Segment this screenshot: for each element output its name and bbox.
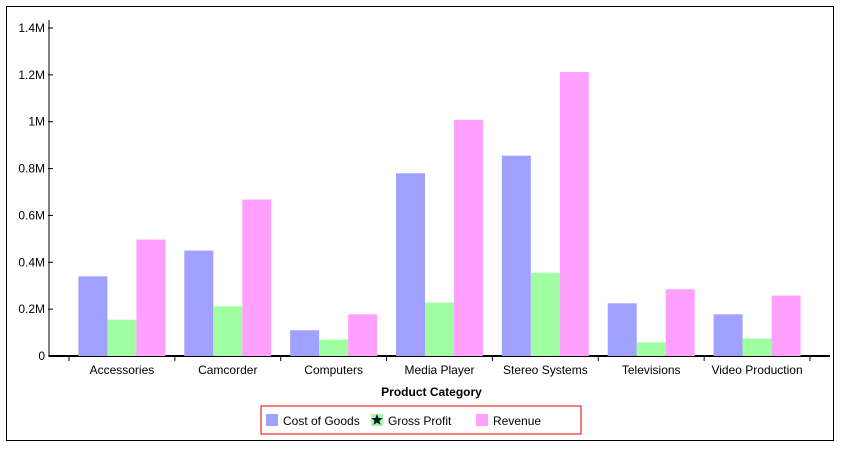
- bar: [78, 276, 108, 356]
- bars-group: [78, 72, 801, 356]
- y-tick-label: 1.2M: [18, 68, 45, 82]
- y-tick-label: 0.4M: [18, 255, 45, 269]
- bar: [107, 319, 137, 356]
- bar: [530, 272, 560, 356]
- y-tick-label: 0.2M: [18, 302, 45, 316]
- chart-frame: [6, 6, 834, 441]
- legend-label: Gross Profit: [388, 414, 452, 428]
- x-tick-label: Camcorder: [198, 363, 257, 377]
- y-tick-label: 1.4M: [18, 21, 45, 35]
- bar: [184, 250, 214, 356]
- bar: [636, 342, 666, 356]
- legend-label: Cost of Goods: [283, 414, 360, 428]
- x-tick-label: Media Player: [404, 363, 474, 377]
- legend-label: Revenue: [493, 414, 541, 428]
- y-tick-label: 0: [38, 349, 45, 363]
- bar: [242, 199, 272, 356]
- bar: [713, 314, 743, 356]
- bar: [425, 302, 454, 356]
- bar: [454, 119, 483, 356]
- y-tick-label: 0.6M: [18, 208, 45, 222]
- legend-box: [260, 405, 582, 435]
- bar: [501, 155, 531, 356]
- bar: [396, 173, 425, 356]
- x-tick-label: Video Production: [711, 363, 802, 377]
- bar: [607, 303, 637, 356]
- bar: [559, 72, 589, 356]
- bar: [771, 295, 801, 356]
- x-tick-label: Accessories: [90, 363, 155, 377]
- bar: [136, 239, 166, 356]
- x-tick-label: Stereo Systems: [503, 363, 588, 377]
- star-icon: [371, 414, 383, 425]
- legend: Cost of Goods Gross Profit Revenue: [260, 405, 582, 435]
- bar: [319, 339, 349, 356]
- bar: [213, 306, 243, 356]
- bar: [742, 338, 772, 356]
- x-axis: Accessories Camcorder Computers Media Playe…: [49, 355, 830, 377]
- y-axis: 0 0.2M 0.4M 0.6M 0.8M 1M 1.2M 1.4M: [18, 20, 53, 363]
- legend-swatch: [476, 414, 488, 426]
- x-tick-label: Televisions: [622, 363, 681, 377]
- bar: [665, 289, 695, 356]
- x-axis-title: Product Category: [381, 385, 482, 399]
- y-tick-label: 0.8M: [18, 162, 45, 176]
- bar: [348, 314, 378, 356]
- legend-swatch: [266, 414, 278, 426]
- bar: [290, 330, 320, 356]
- y-tick-label: 1M: [28, 115, 45, 129]
- x-tick-label: Computers: [304, 363, 363, 377]
